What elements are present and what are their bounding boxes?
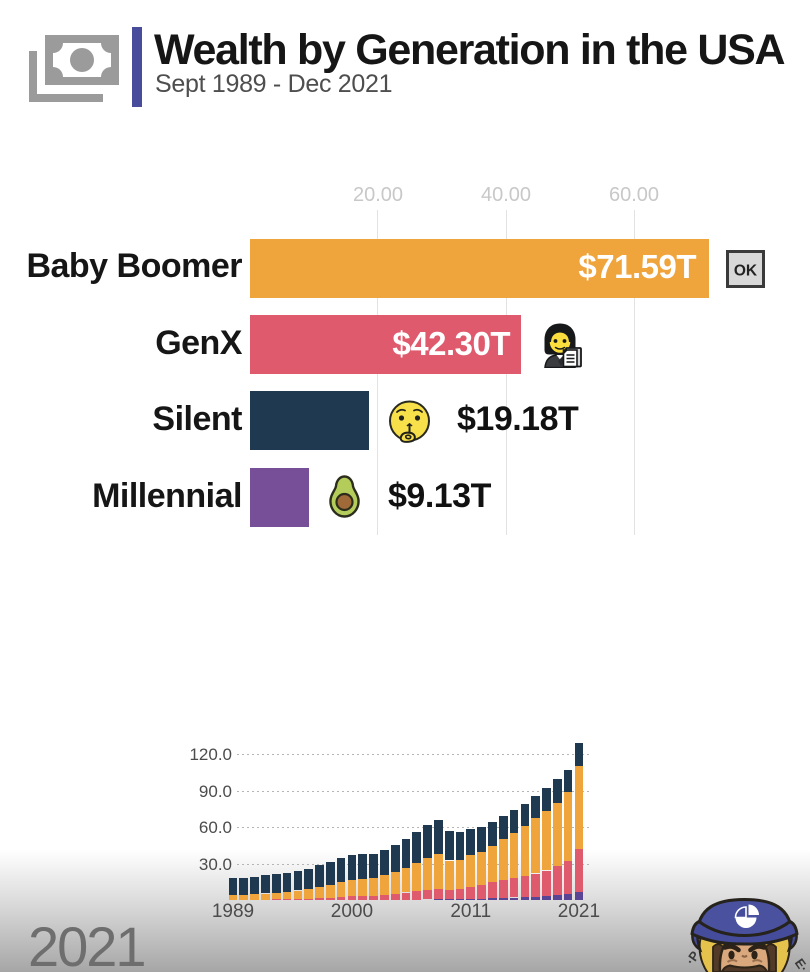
svg-text:OK: OK (734, 263, 758, 280)
svg-text:E·: E· (792, 956, 810, 972)
